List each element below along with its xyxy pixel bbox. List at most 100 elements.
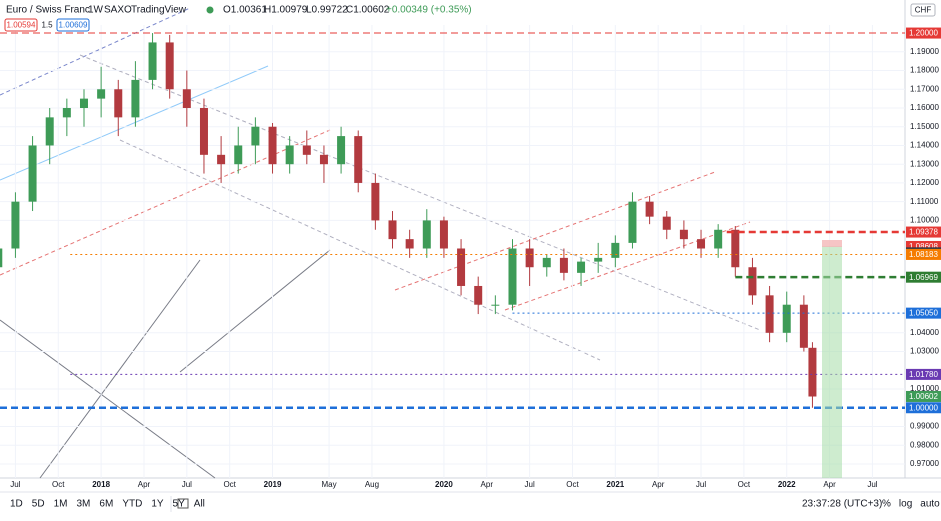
candle-body bbox=[594, 257, 603, 262]
candle-body bbox=[474, 285, 483, 305]
trend-line bbox=[504, 221, 751, 311]
y-tick-label: 0.99000 bbox=[910, 422, 939, 431]
range-button[interactable]: YTD bbox=[122, 499, 142, 510]
candle-body bbox=[45, 117, 54, 146]
candle-body bbox=[765, 295, 774, 333]
price-label: 1.08183 bbox=[909, 250, 938, 259]
open-text: O1.00361 bbox=[223, 5, 267, 16]
candle-body bbox=[388, 220, 397, 240]
candle-body bbox=[371, 182, 380, 221]
trend-line bbox=[79, 54, 761, 331]
scale-mode[interactable]: % bbox=[882, 499, 891, 510]
candle-body bbox=[79, 98, 88, 108]
candle-body bbox=[302, 145, 311, 155]
trend-line bbox=[0, 319, 216, 479]
x-tick-label: Oct bbox=[223, 480, 236, 489]
y-tick-label: 1.14000 bbox=[910, 141, 939, 150]
candle-body bbox=[542, 257, 551, 268]
candle-body bbox=[251, 126, 260, 146]
price-label-bg bbox=[906, 271, 941, 283]
price-label: 1.01780 bbox=[909, 370, 938, 379]
trend-line bbox=[39, 259, 201, 479]
range-button[interactable]: 1D bbox=[10, 499, 23, 510]
y-tick-label: 0.98000 bbox=[910, 440, 939, 449]
y-tick-label: 1.03000 bbox=[910, 347, 939, 356]
price-label-bg bbox=[906, 402, 941, 414]
range-button[interactable]: 1Y bbox=[151, 499, 164, 510]
candle-body bbox=[405, 239, 414, 249]
price-label-bg bbox=[906, 307, 941, 319]
candle-body bbox=[131, 79, 140, 118]
candle-body bbox=[662, 216, 671, 230]
x-tick-label: Aug bbox=[365, 480, 379, 489]
y-tick-label: 1.13000 bbox=[910, 159, 939, 168]
candle-body bbox=[679, 229, 688, 240]
candle-body bbox=[285, 145, 294, 165]
x-tick-label: Apr bbox=[138, 480, 151, 489]
x-tick-label: 2021 bbox=[606, 480, 624, 489]
candle-body bbox=[217, 154, 226, 165]
candle-body bbox=[337, 136, 346, 165]
candle-body bbox=[0, 248, 3, 268]
brand: TradingView bbox=[131, 5, 187, 16]
candle-body bbox=[114, 89, 123, 118]
candle-body bbox=[457, 248, 466, 286]
candle-body bbox=[697, 239, 706, 249]
candle-body bbox=[182, 89, 191, 108]
y-tick-label: 1.04000 bbox=[910, 328, 939, 337]
price-label-bg bbox=[906, 240, 941, 252]
price-label: 1.06969 bbox=[909, 273, 938, 282]
candle-body bbox=[62, 107, 71, 118]
candle-body bbox=[268, 126, 277, 165]
candle-body bbox=[714, 229, 723, 249]
scale-mode[interactable]: auto bbox=[920, 499, 940, 510]
change-text: +0.00349 (+0.35%) bbox=[386, 5, 472, 16]
ask-box[interactable] bbox=[56, 18, 90, 32]
candle-body bbox=[199, 107, 208, 155]
x-tick-label: Oct bbox=[52, 480, 65, 489]
scale-mode[interactable]: log bbox=[899, 499, 912, 510]
x-tick-label: Apr bbox=[652, 480, 665, 489]
plot bbox=[0, 25, 905, 478]
x-tick-label: May bbox=[322, 480, 337, 489]
candle-body bbox=[731, 229, 740, 268]
price-label-bg bbox=[906, 27, 941, 39]
bid-box[interactable] bbox=[4, 18, 38, 32]
candle-body bbox=[611, 242, 620, 258]
currency-box[interactable] bbox=[910, 3, 936, 17]
range-button[interactable]: 5Y bbox=[173, 499, 186, 510]
candle-body bbox=[559, 257, 568, 273]
y-tick-label: 1.10000 bbox=[910, 216, 939, 225]
candle-body bbox=[645, 201, 654, 217]
candle-body bbox=[11, 201, 20, 249]
clock: 23:37:28 (UTC+3) bbox=[802, 499, 882, 510]
x-tick-label: Apr bbox=[823, 480, 836, 489]
range-button[interactable]: 5D bbox=[32, 499, 45, 510]
x-tick-label: 2018 bbox=[92, 480, 110, 489]
projection-stop bbox=[822, 240, 842, 247]
x-tick-label: Jul bbox=[525, 480, 535, 489]
range-button[interactable]: All bbox=[194, 499, 205, 510]
range-button[interactable]: 3M bbox=[77, 499, 91, 510]
x-tick-label: Jul bbox=[182, 480, 192, 489]
y-tick-label: 1.11000 bbox=[910, 197, 939, 206]
x-tick-label: Jul bbox=[10, 480, 20, 489]
close-text: C1.00602 bbox=[346, 5, 390, 16]
price-label: 1.20000 bbox=[909, 29, 938, 38]
candle-body bbox=[28, 145, 37, 202]
candle-body bbox=[808, 347, 817, 397]
x-tick-label: Apr bbox=[481, 480, 494, 489]
projection-box bbox=[822, 246, 842, 478]
currency: CHF bbox=[915, 6, 932, 15]
trend-line bbox=[394, 171, 716, 291]
candle-body bbox=[782, 304, 791, 333]
candle-body bbox=[577, 261, 586, 273]
x-tick-label: Oct bbox=[566, 480, 579, 489]
range-button[interactable]: 6M bbox=[99, 499, 113, 510]
x-tick-label: Oct bbox=[738, 480, 751, 489]
candle-body bbox=[165, 42, 174, 90]
range-button[interactable]: 1M bbox=[54, 499, 68, 510]
date-range-icon[interactable] bbox=[177, 498, 189, 509]
